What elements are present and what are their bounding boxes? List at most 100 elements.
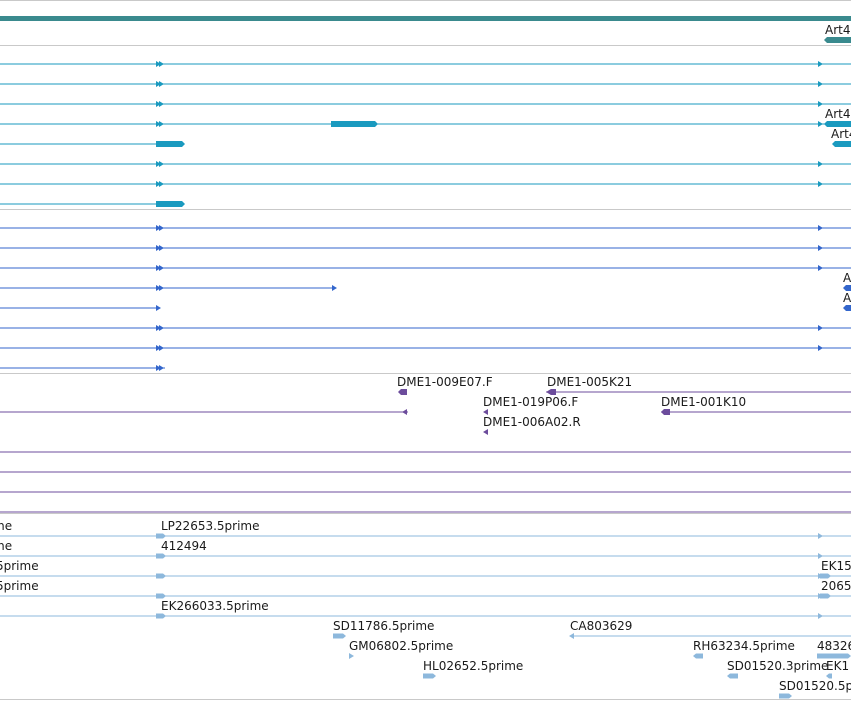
strand-arrow-right-icon	[159, 265, 164, 271]
strand-arrow-right-icon	[156, 225, 161, 231]
exon-block[interactable]	[156, 553, 166, 559]
exon-block[interactable]	[156, 573, 166, 579]
strand-arrow-right-icon	[159, 245, 164, 251]
strand-arrow-right-icon	[818, 121, 823, 127]
est-label[interactable]: SD01520.3prime	[727, 659, 829, 673]
strand-arrow-right-icon	[159, 285, 164, 291]
strand-arrow-right-icon	[156, 61, 161, 67]
transcript-label[interactable]: A	[843, 271, 851, 285]
strand-arrow-right-icon	[156, 325, 161, 331]
strand-arrow-right-icon	[818, 225, 823, 231]
strand-arrow-right-icon	[159, 181, 164, 187]
exon-block[interactable]	[661, 409, 670, 415]
est-label[interactable]: LP22653.5prime	[161, 519, 260, 533]
strand-arrow-right-icon	[332, 285, 337, 291]
strand-arrow-right-icon	[156, 161, 161, 167]
strand-arrow-right-icon	[159, 365, 164, 371]
transcript-label[interactable]: Art4	[825, 107, 851, 121]
strand-arrow-right-icon	[818, 345, 823, 351]
exon-block[interactable]	[333, 633, 346, 639]
exon-block[interactable]	[398, 389, 407, 395]
strand-arrow-right-icon	[818, 325, 823, 331]
strand-arrow-right-icon	[818, 245, 823, 251]
strand-arrow-right-icon	[159, 225, 164, 231]
strand-arrow-right-icon	[818, 553, 823, 559]
strand-arrow-right-icon	[156, 285, 161, 291]
transcript-label[interactable]: Art4	[831, 127, 851, 141]
strand-arrow-right-icon	[156, 101, 161, 107]
exon-block[interactable]	[156, 533, 166, 539]
strand-arrow-right-icon	[156, 181, 161, 187]
exon-block[interactable]	[826, 673, 832, 679]
exon-block[interactable]	[820, 593, 831, 599]
strand-arrow-right-icon	[818, 613, 823, 619]
strand-arrow-right-icon	[156, 365, 161, 371]
strand-arrow-left-icon	[483, 429, 488, 435]
strand-arrow-right-icon	[818, 61, 823, 67]
exon-block[interactable]	[156, 593, 166, 599]
gene-label[interactable]: Art4	[825, 23, 851, 37]
strand-arrow-right-icon	[156, 81, 161, 87]
est-label[interactable]: 5prime	[0, 579, 39, 593]
strand-arrow-left-icon	[569, 633, 574, 639]
strand-arrow-right-icon	[818, 181, 823, 187]
est-label[interactable]: 2065	[821, 579, 851, 593]
strand-arrow-right-icon	[159, 161, 164, 167]
exon-block[interactable]	[331, 121, 378, 127]
est-label[interactable]: EK1	[826, 659, 850, 673]
exon-block[interactable]	[820, 573, 831, 579]
est-label[interactable]: EK266033.5prime	[161, 599, 269, 613]
clone-label[interactable]: DME1-006A02.R	[483, 415, 581, 429]
strand-arrow-right-icon	[349, 653, 354, 659]
est-label[interactable]: SD11786.5prime	[333, 619, 435, 633]
est-label[interactable]: RH63234.5prime	[693, 639, 795, 653]
est-label[interactable]: me	[0, 519, 13, 533]
est-label[interactable]: me	[0, 539, 13, 553]
est-label[interactable]: SD01520.5p	[779, 679, 851, 693]
strand-arrow-right-icon	[156, 345, 161, 351]
strand-arrow-right-icon	[818, 533, 823, 539]
exon-block[interactable]	[817, 653, 851, 659]
transcript-label[interactable]: A	[843, 291, 851, 305]
est-label[interactable]: GM06802.5prime	[349, 639, 454, 653]
strand-arrow-right-icon	[159, 101, 164, 107]
est-label[interactable]: EK15	[821, 559, 851, 573]
est-label[interactable]: 412494	[161, 539, 207, 553]
strand-arrow-right-icon	[818, 101, 823, 107]
strand-arrow-right-icon	[159, 121, 164, 127]
exon-block[interactable]	[779, 693, 792, 699]
exon-block[interactable]	[843, 285, 851, 291]
exon-block[interactable]	[693, 653, 703, 659]
clone-label[interactable]: DME1-001K10	[661, 395, 747, 409]
exon-block[interactable]	[156, 613, 166, 619]
strand-arrow-right-icon	[156, 245, 161, 251]
exon-block[interactable]	[832, 141, 851, 147]
est-label[interactable]: 48326	[817, 639, 851, 653]
est-label[interactable]: 5prime	[0, 559, 39, 573]
clone-label[interactable]: DME1-005K21	[547, 375, 633, 389]
exon-block[interactable]	[824, 37, 851, 43]
strand-arrow-right-icon	[156, 121, 161, 127]
exon-block[interactable]	[423, 673, 436, 679]
gene-bar[interactable]	[0, 16, 851, 21]
exon-block[interactable]	[548, 389, 556, 395]
strand-arrow-left-icon	[483, 409, 488, 415]
strand-arrow-right-icon	[159, 345, 164, 351]
exon-block[interactable]	[156, 141, 185, 147]
clone-label[interactable]: DME1-009E07.F	[397, 375, 493, 389]
exon-block[interactable]	[843, 305, 851, 311]
exon-block[interactable]	[156, 201, 185, 207]
exon-block[interactable]	[727, 673, 738, 679]
strand-arrow-left-icon	[402, 409, 407, 415]
strand-arrow-right-icon	[818, 265, 823, 271]
strand-arrow-right-icon	[156, 305, 161, 311]
strand-arrow-right-icon	[159, 61, 164, 67]
est-label[interactable]: CA803629	[570, 619, 633, 633]
strand-arrow-right-icon	[818, 161, 823, 167]
clone-label[interactable]: DME1-019P06.F	[483, 395, 579, 409]
exon-block[interactable]	[824, 121, 851, 127]
strand-arrow-right-icon	[156, 265, 161, 271]
est-label[interactable]: HL02652.5prime	[423, 659, 524, 673]
